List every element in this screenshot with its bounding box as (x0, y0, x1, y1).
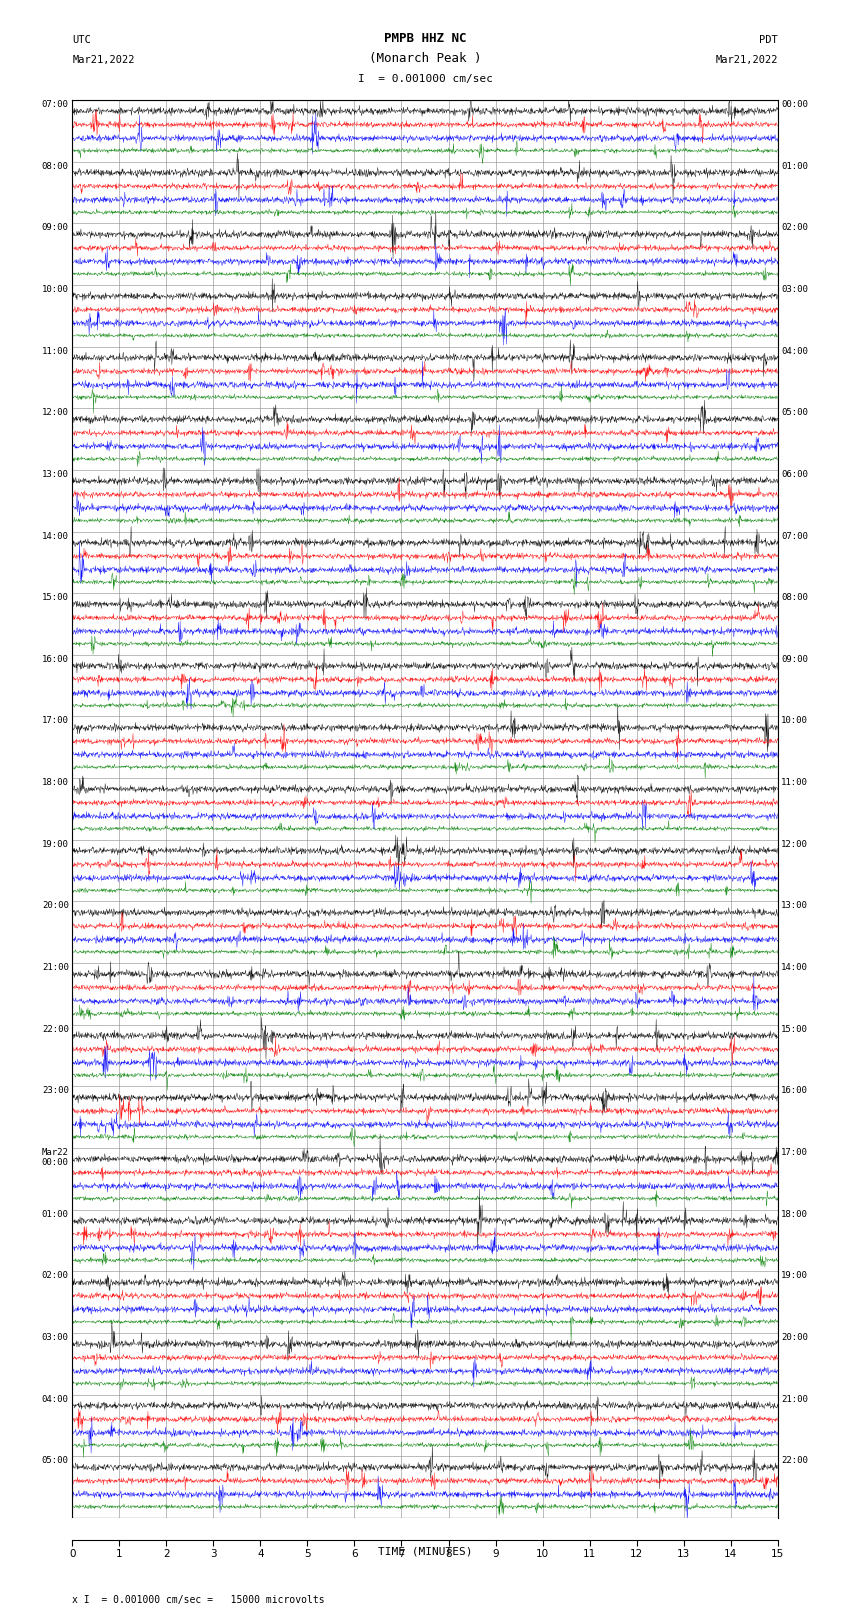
Text: PMPB HHZ NC: PMPB HHZ NC (383, 32, 467, 45)
Text: 05:00: 05:00 (781, 408, 808, 418)
Text: 12:00: 12:00 (781, 840, 808, 848)
Text: 17:00: 17:00 (42, 716, 69, 726)
Text: 10:00: 10:00 (781, 716, 808, 726)
Text: Mar22
00:00: Mar22 00:00 (42, 1148, 69, 1168)
Text: 20:00: 20:00 (42, 902, 69, 910)
Text: 15:00: 15:00 (781, 1024, 808, 1034)
Text: 03:00: 03:00 (781, 286, 808, 294)
Text: 01:00: 01:00 (42, 1210, 69, 1218)
Text: I  = 0.001000 cm/sec: I = 0.001000 cm/sec (358, 74, 492, 84)
Text: PDT: PDT (759, 35, 778, 45)
Text: 19:00: 19:00 (42, 840, 69, 848)
Text: 16:00: 16:00 (42, 655, 69, 665)
Text: 18:00: 18:00 (781, 1210, 808, 1218)
Text: 14:00: 14:00 (42, 532, 69, 540)
Text: 12:00: 12:00 (42, 408, 69, 418)
Text: 21:00: 21:00 (781, 1395, 808, 1403)
Text: 14:00: 14:00 (781, 963, 808, 973)
Text: 11:00: 11:00 (42, 347, 69, 355)
Text: 13:00: 13:00 (42, 469, 69, 479)
Text: UTC: UTC (72, 35, 91, 45)
Text: 02:00: 02:00 (42, 1271, 69, 1281)
Text: 06:00: 06:00 (781, 469, 808, 479)
Text: 04:00: 04:00 (781, 347, 808, 355)
Text: 03:00: 03:00 (42, 1332, 69, 1342)
Text: 08:00: 08:00 (781, 594, 808, 602)
Text: 10:00: 10:00 (42, 286, 69, 294)
Text: 09:00: 09:00 (781, 655, 808, 665)
Text: 04:00: 04:00 (42, 1395, 69, 1403)
Text: 15:00: 15:00 (42, 594, 69, 602)
Text: 19:00: 19:00 (781, 1271, 808, 1281)
Text: Mar21,2022: Mar21,2022 (715, 55, 778, 65)
Text: 21:00: 21:00 (42, 963, 69, 973)
Text: 07:00: 07:00 (42, 100, 69, 110)
Text: 09:00: 09:00 (42, 223, 69, 232)
Text: 13:00: 13:00 (781, 902, 808, 910)
Text: 02:00: 02:00 (781, 223, 808, 232)
Text: 16:00: 16:00 (781, 1086, 808, 1095)
Text: 22:00: 22:00 (42, 1024, 69, 1034)
Text: 05:00: 05:00 (42, 1457, 69, 1465)
Text: 18:00: 18:00 (42, 777, 69, 787)
Text: 23:00: 23:00 (42, 1086, 69, 1095)
Text: 07:00: 07:00 (781, 532, 808, 540)
Text: (Monarch Peak ): (Monarch Peak ) (369, 52, 481, 65)
Text: 22:00: 22:00 (781, 1457, 808, 1465)
Text: TIME (MINUTES): TIME (MINUTES) (377, 1547, 473, 1557)
Text: 01:00: 01:00 (781, 161, 808, 171)
Text: 08:00: 08:00 (42, 161, 69, 171)
Text: 17:00: 17:00 (781, 1148, 808, 1157)
Text: 20:00: 20:00 (781, 1332, 808, 1342)
Text: 00:00: 00:00 (781, 100, 808, 110)
Text: Mar21,2022: Mar21,2022 (72, 55, 135, 65)
Text: x I  = 0.001000 cm/sec =   15000 microvolts: x I = 0.001000 cm/sec = 15000 microvolts (72, 1595, 325, 1605)
Text: 11:00: 11:00 (781, 777, 808, 787)
